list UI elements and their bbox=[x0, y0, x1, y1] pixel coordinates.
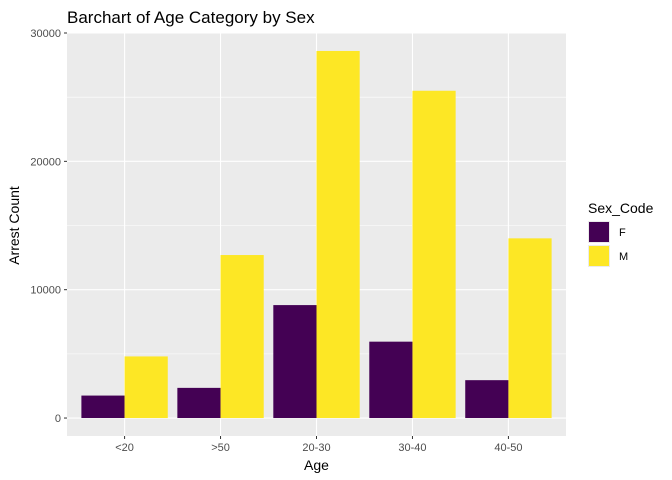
y-tick-label: 10000 bbox=[30, 285, 61, 297]
x-tick-label: 20-30 bbox=[302, 442, 330, 454]
x-tick-label: >50 bbox=[211, 442, 230, 454]
bar-M-20-30 bbox=[316, 50, 360, 419]
bar-M-30-40 bbox=[412, 90, 456, 419]
y-tick-label: 30000 bbox=[30, 28, 61, 40]
legend-swatch-F bbox=[589, 222, 609, 242]
y-axis-title: Arrest Count bbox=[6, 186, 22, 265]
x-axis-title: Age bbox=[304, 457, 329, 473]
legend-label-F: F bbox=[619, 227, 626, 239]
legend: Sex_Code FM bbox=[588, 200, 654, 267]
y-axis: 0 10000 20000 30000 bbox=[30, 28, 67, 425]
bar-F-<20 bbox=[81, 395, 125, 419]
bar-F-30-40 bbox=[369, 341, 413, 419]
bar-M->50 bbox=[220, 255, 264, 419]
x-tick-label: 30-40 bbox=[398, 442, 426, 454]
chart-title: Barchart of Age Category by Sex bbox=[67, 8, 315, 27]
legend-title: Sex_Code bbox=[588, 200, 654, 216]
x-tick-label: 40-50 bbox=[494, 442, 522, 454]
bar-M-40-50 bbox=[508, 238, 552, 419]
x-tick-label: <20 bbox=[115, 442, 134, 454]
legend-swatch-M bbox=[589, 246, 609, 266]
x-axis: <20 >50 20-30 30-40 40-50 bbox=[115, 436, 522, 454]
legend-label-M: M bbox=[619, 251, 628, 263]
y-tick-label: 0 bbox=[55, 413, 61, 425]
bar-M-<20 bbox=[124, 356, 168, 419]
y-tick-label: 20000 bbox=[30, 156, 61, 168]
bar-F->50 bbox=[177, 387, 221, 419]
plot-panel bbox=[67, 32, 566, 436]
bar-F-20-30 bbox=[273, 305, 317, 419]
bar-F-40-50 bbox=[465, 380, 509, 419]
